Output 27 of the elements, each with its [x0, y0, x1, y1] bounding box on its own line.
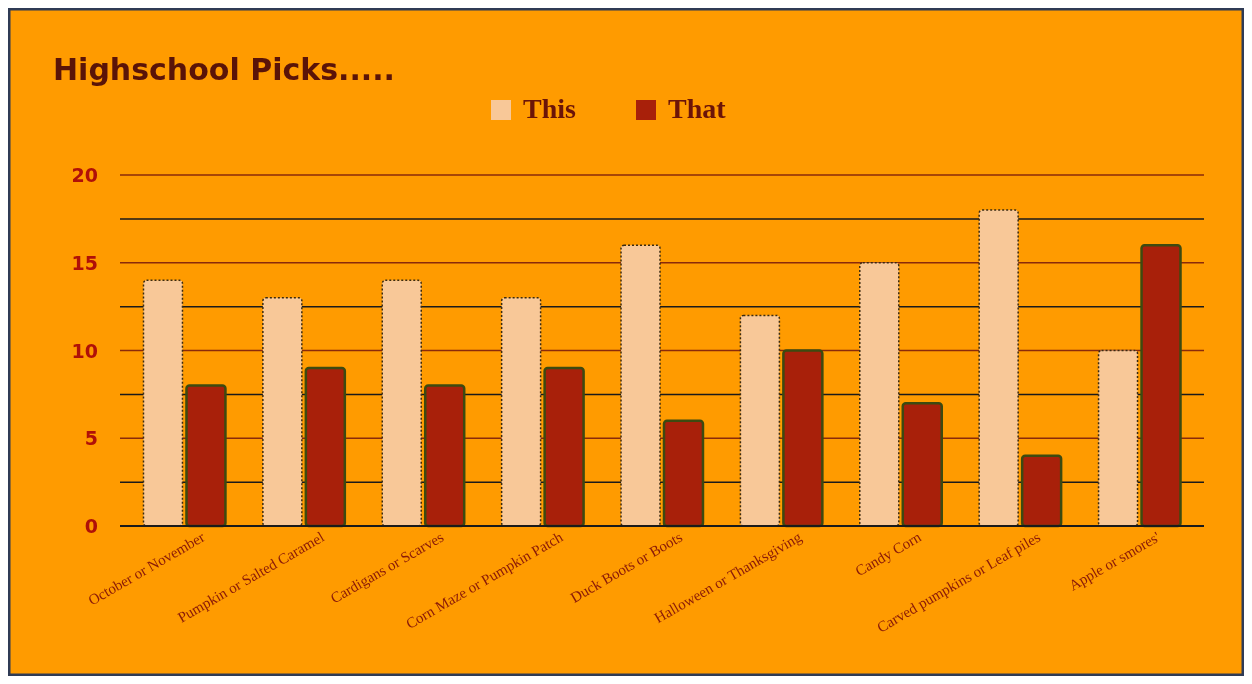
bar: [262, 297, 303, 527]
x-tick-label: Candy Corn: [852, 528, 925, 580]
bar: [1020, 454, 1063, 528]
bar: [185, 384, 227, 528]
bar: [901, 401, 943, 528]
bar: [381, 279, 422, 527]
y-tick-label: 10: [71, 339, 98, 362]
bar: [423, 384, 466, 528]
legend-label: That: [668, 93, 727, 124]
bar: [304, 366, 347, 528]
bar: [142, 279, 184, 527]
bar: [1140, 243, 1182, 528]
y-tick-label: 20: [71, 164, 98, 186]
bar: [543, 366, 585, 528]
bar: [978, 209, 1019, 527]
y-tick-label: 15: [71, 251, 98, 274]
bar: [620, 244, 661, 527]
bar: [782, 349, 824, 528]
bar: [500, 297, 542, 527]
legend-label: This: [523, 93, 577, 124]
bar: [1097, 349, 1139, 527]
y-tick-label: 0: [84, 515, 98, 537]
bar: [859, 262, 900, 527]
bar: [739, 314, 781, 527]
y-tick-label: 5: [84, 427, 98, 450]
bar: [662, 419, 705, 528]
chart-title: Highschool Picks.....: [53, 52, 396, 87]
